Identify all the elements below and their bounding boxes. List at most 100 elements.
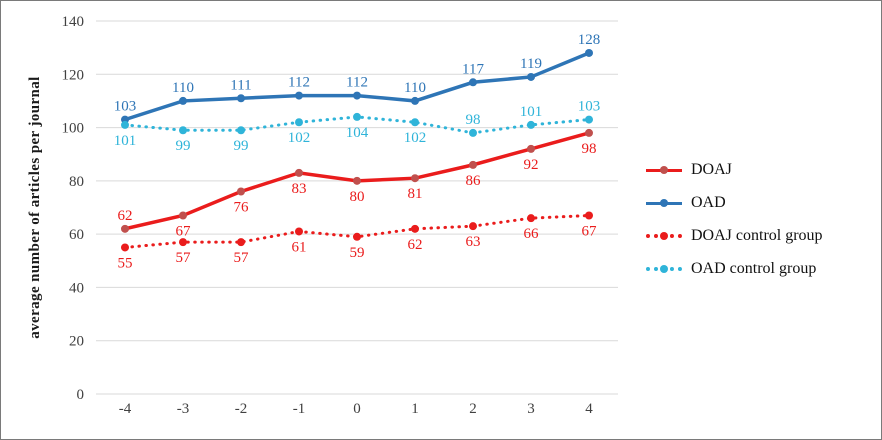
legend-item-oad-control-group: OAD control group	[646, 258, 823, 280]
data-label: 80	[350, 189, 365, 205]
data-label: 110	[404, 80, 426, 96]
y-tick-label: 100	[62, 121, 85, 137]
data-label: 76	[234, 200, 250, 216]
data-label: 59	[350, 245, 365, 261]
data-label: 86	[466, 173, 482, 189]
data-point-marker	[527, 72, 535, 81]
data-label: 117	[462, 61, 484, 77]
data-label: 63	[466, 234, 481, 250]
data-label: 104	[346, 125, 369, 141]
data-point-marker	[237, 126, 245, 135]
data-point-marker	[353, 112, 361, 121]
data-point-marker	[469, 160, 477, 169]
data-point-marker	[469, 222, 477, 231]
legend-label: OAD control group	[691, 260, 817, 277]
data-label: 103	[114, 99, 137, 115]
data-point-marker	[121, 224, 129, 233]
data-label: 99	[234, 138, 249, 154]
x-tick-label: -3	[177, 401, 190, 417]
data-point-marker	[411, 96, 419, 105]
data-point-marker	[527, 144, 535, 153]
y-tick-label: 40	[69, 280, 84, 296]
data-label: 98	[582, 141, 597, 157]
data-label: 61	[292, 239, 307, 255]
data-label: 128	[578, 32, 601, 48]
y-tick-label: 120	[62, 67, 85, 83]
data-label: 103	[578, 99, 601, 115]
legend-label: DOAJ control group	[691, 227, 823, 244]
y-axis-title: average number of articles per journal	[27, 76, 43, 339]
y-tick-label: 140	[62, 14, 85, 30]
data-point-marker	[295, 168, 303, 177]
data-point-marker	[237, 187, 245, 196]
data-point-marker	[295, 91, 303, 100]
data-point-marker	[121, 120, 129, 129]
data-point-marker	[411, 174, 419, 183]
legend-line-swatch	[646, 198, 682, 208]
data-point-marker	[179, 126, 187, 135]
x-tick-label: 1	[411, 401, 419, 417]
data-label: 67	[582, 223, 598, 239]
x-tick-label: -2	[235, 401, 248, 417]
data-label: 112	[288, 75, 310, 91]
data-label: 83	[292, 181, 307, 197]
data-point-marker	[295, 227, 303, 236]
legend-line-swatch	[646, 264, 682, 274]
data-label: 110	[172, 80, 194, 96]
data-label: 66	[524, 226, 540, 242]
legend-marker-icon	[660, 232, 668, 240]
data-label: 62	[118, 208, 133, 224]
series-line	[123, 213, 591, 249]
data-label: 102	[288, 130, 311, 146]
x-tick-label: 3	[527, 401, 535, 417]
data-label: 101	[520, 104, 543, 120]
data-point-marker	[585, 211, 593, 220]
x-tick-label: 4	[585, 401, 593, 417]
data-point-marker	[585, 48, 593, 57]
data-label: 112	[346, 75, 368, 91]
data-label: 101	[114, 133, 137, 149]
legend-marker-icon	[660, 199, 668, 207]
data-label: 98	[466, 112, 481, 128]
data-label: 119	[520, 56, 542, 72]
data-point-marker	[295, 118, 303, 127]
legend-line-swatch	[646, 231, 682, 241]
data-label: 102	[404, 130, 427, 146]
data-label: 99	[176, 138, 191, 154]
y-tick-label: 60	[69, 227, 84, 243]
data-point-marker	[585, 115, 593, 124]
data-label: 55	[118, 255, 133, 271]
data-point-marker	[469, 128, 477, 137]
data-point-marker	[411, 224, 419, 233]
data-point-marker	[527, 214, 535, 223]
data-point-marker	[179, 96, 187, 105]
legend-marker-icon	[660, 166, 668, 174]
data-point-marker	[585, 128, 593, 137]
data-point-marker	[179, 211, 187, 220]
x-tick-label: -4	[119, 401, 132, 417]
data-label: 57	[234, 250, 250, 266]
x-tick-label: -1	[293, 401, 306, 417]
y-tick-label: 20	[69, 334, 84, 350]
legend-item-doaj: DOAJ	[646, 159, 823, 181]
y-tick-label: 80	[69, 174, 84, 190]
legend-line-swatch	[646, 165, 682, 175]
data-point-marker	[353, 91, 361, 100]
data-point-marker	[353, 176, 361, 185]
legend-label: OAD	[691, 194, 726, 211]
data-point-marker	[411, 118, 419, 127]
data-label: 81	[408, 186, 423, 202]
legend-marker-icon	[660, 265, 668, 273]
x-tick-label: 2	[469, 401, 477, 417]
data-point-marker	[179, 238, 187, 247]
data-point-marker	[353, 232, 361, 241]
data-label: 62	[408, 237, 423, 253]
x-tick-label: 0	[353, 401, 361, 417]
y-tick-label: 0	[77, 387, 85, 403]
data-point-marker	[237, 238, 245, 247]
legend-label: DOAJ	[691, 161, 732, 178]
data-point-marker	[469, 78, 477, 87]
data-point-marker	[237, 94, 245, 103]
